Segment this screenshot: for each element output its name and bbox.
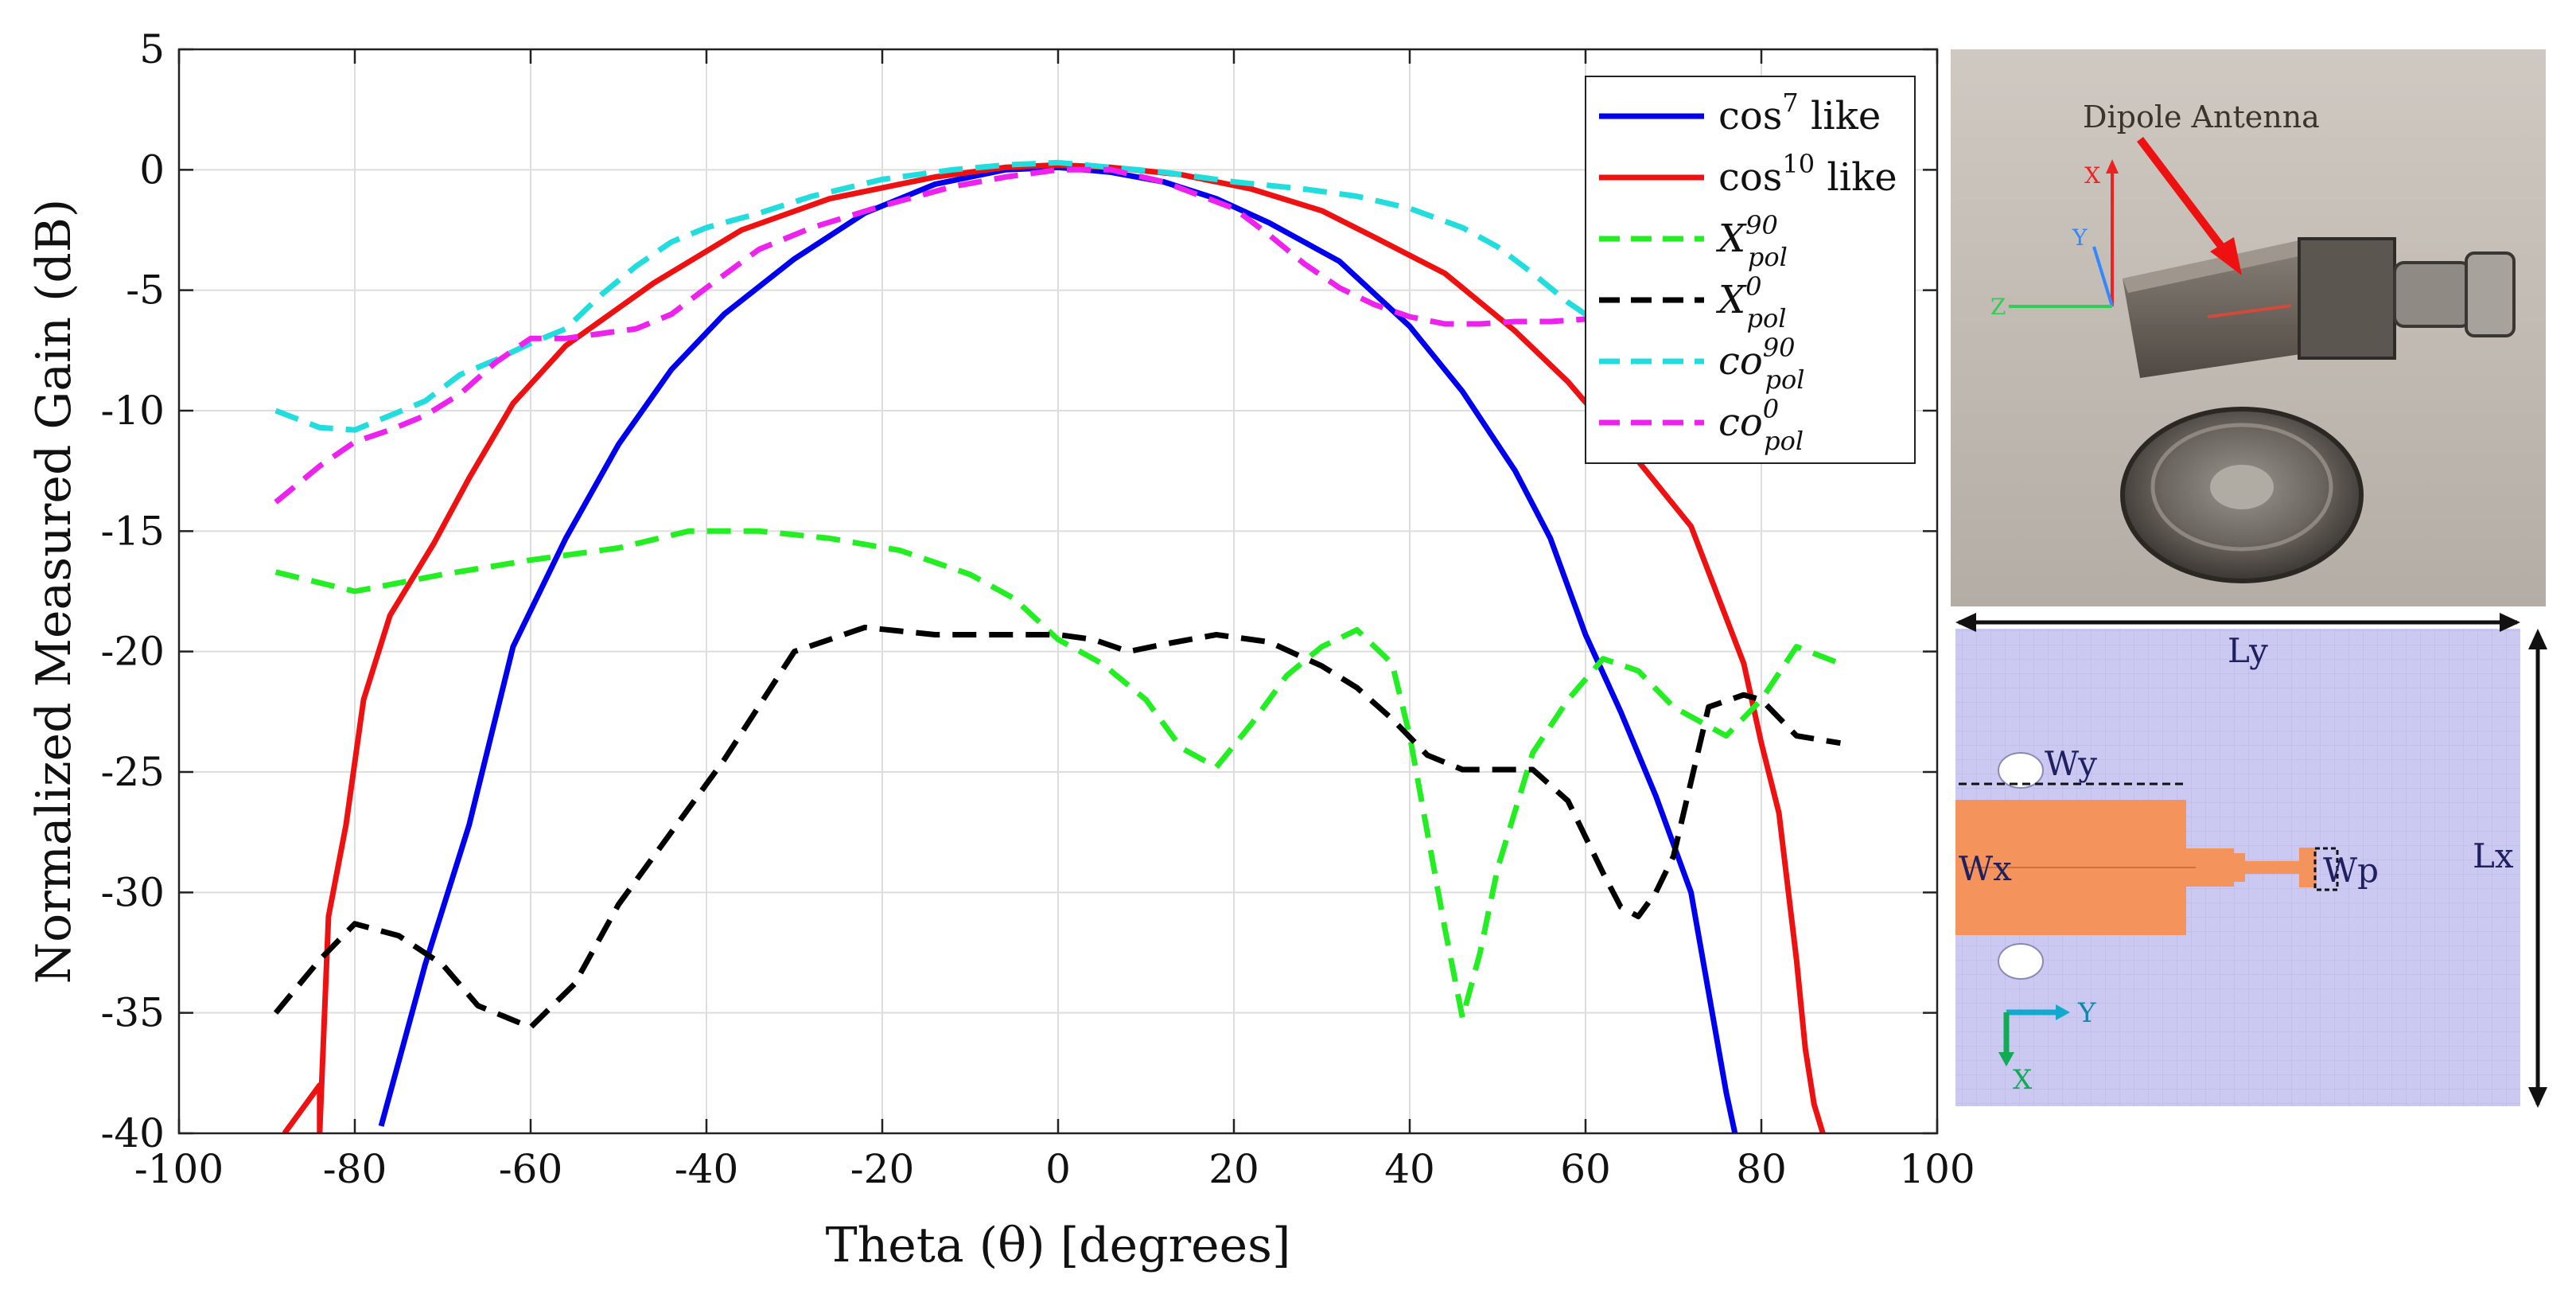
series-group — [273, 159, 1842, 1133]
wy-label: Wy — [2045, 744, 2097, 783]
layout-axis-x: X — [2013, 1064, 2033, 1096]
y-tick-label: -30 — [100, 869, 165, 915]
y-tick-label: -20 — [100, 629, 165, 675]
connector-barrel — [2393, 261, 2472, 328]
photo-axis-x: X — [2084, 162, 2100, 189]
photo-panel: X Y Z Dipole Antenna — [1951, 49, 2546, 606]
legend-label-0: cos7 like — [1718, 88, 1881, 138]
ly-arrow-left — [1955, 613, 1976, 632]
x-tick-label: -40 — [675, 1146, 739, 1192]
layout-panel: Ly Lx Wy Wx Wp Y X — [1951, 611, 2547, 1121]
legend-label-5: co0 pol — [1718, 394, 1804, 456]
series-line-2 — [274, 528, 1842, 1021]
pointer-arrow-head — [2210, 237, 2242, 275]
lx-label: Lx — [2473, 836, 2514, 875]
series-line-0 — [378, 164, 1738, 1133]
mount-hole-bottom — [1998, 943, 2044, 980]
y-tick-label: 0 — [139, 146, 165, 193]
layout-y-arrow-head — [2056, 1004, 2070, 1020]
legend-label-4: co90 pol — [1718, 333, 1804, 395]
x-tick-label: 60 — [1560, 1146, 1611, 1192]
series-line-3 — [273, 624, 1841, 1031]
dipole-antenna-label: Dipole Antenna — [2083, 99, 2320, 134]
x-tick-label: 100 — [1899, 1146, 1975, 1192]
y-axis-label: Normalized Measured Gain (dB) — [26, 199, 82, 984]
photo-axis-y: Y — [2072, 224, 2088, 251]
coin-inner — [2150, 423, 2333, 552]
wp-label: Wp — [2323, 851, 2379, 890]
pointer-arrow — [2137, 136, 2231, 258]
x-tick-label: -60 — [499, 1146, 563, 1192]
series-line-4 — [274, 159, 1587, 433]
ly-arrow-right — [2500, 613, 2520, 632]
connector-body — [2298, 237, 2396, 360]
x-tick-label: -80 — [323, 1146, 387, 1192]
tick-labels: -100 -80 -60 -40 -20 0 20 40 60 80 100 5 0 -5 -10 -15 -2… — [100, 26, 1975, 1192]
y-tick-label: -25 — [100, 749, 165, 795]
port-pad — [2299, 848, 2317, 887]
mount-hole-top — [1998, 752, 2044, 789]
layout-axis-y: Y — [2077, 997, 2096, 1029]
y-arrow — [2092, 246, 2114, 307]
antenna-substrate-top — [2123, 239, 2313, 293]
wp-bracket — [2313, 847, 2339, 891]
port-stub — [2234, 853, 2245, 882]
legend-label-1: cos10 like — [1718, 149, 1897, 200]
y-tick-label: -5 — [126, 267, 165, 314]
ticks — [177, 48, 1939, 1135]
x-tick-label: 80 — [1736, 1146, 1787, 1192]
x-tick-label: 0 — [1045, 1146, 1071, 1192]
feed-line — [2234, 861, 2302, 874]
y-tick-label: -15 — [100, 508, 165, 554]
y-tick-label: 5 — [139, 26, 165, 72]
connector-nut — [2465, 251, 2516, 337]
antenna-trace — [2207, 304, 2292, 318]
gain-chart: -100 -80 -60 -40 -20 0 20 40 60 80 100 5 0 -5 -10 -15 -2… — [26, 26, 1975, 1273]
wx-label: Wx — [1959, 849, 2012, 888]
layout-x-arrow-head — [1998, 1052, 2014, 1066]
legend-box — [1585, 76, 1916, 464]
y-tick-label: -40 — [100, 1110, 165, 1156]
x-arrow-head — [2106, 159, 2119, 173]
ly-label: Ly — [2228, 631, 2268, 670]
photo-axis-z: Z — [1990, 294, 2006, 320]
y-tick-label: -10 — [100, 388, 165, 434]
lx-arrow-bottom — [2528, 1087, 2547, 1108]
x-axis-label: Theta (θ) [degrees] — [826, 1218, 1291, 1273]
x-tick-label: 40 — [1384, 1146, 1435, 1192]
series-line-5 — [274, 166, 1586, 505]
x-tick-label: -20 — [850, 1146, 915, 1192]
lx-arrow-top — [2528, 629, 2547, 649]
coin-emblem — [2210, 465, 2274, 509]
legend-label-2: X90 pol — [1715, 210, 1788, 272]
y-tick-label: -35 — [100, 990, 165, 1036]
x-tick-label: 20 — [1208, 1146, 1259, 1192]
x-tick-label: -100 — [134, 1146, 224, 1192]
legend-label-3: X0 pol — [1715, 271, 1787, 333]
